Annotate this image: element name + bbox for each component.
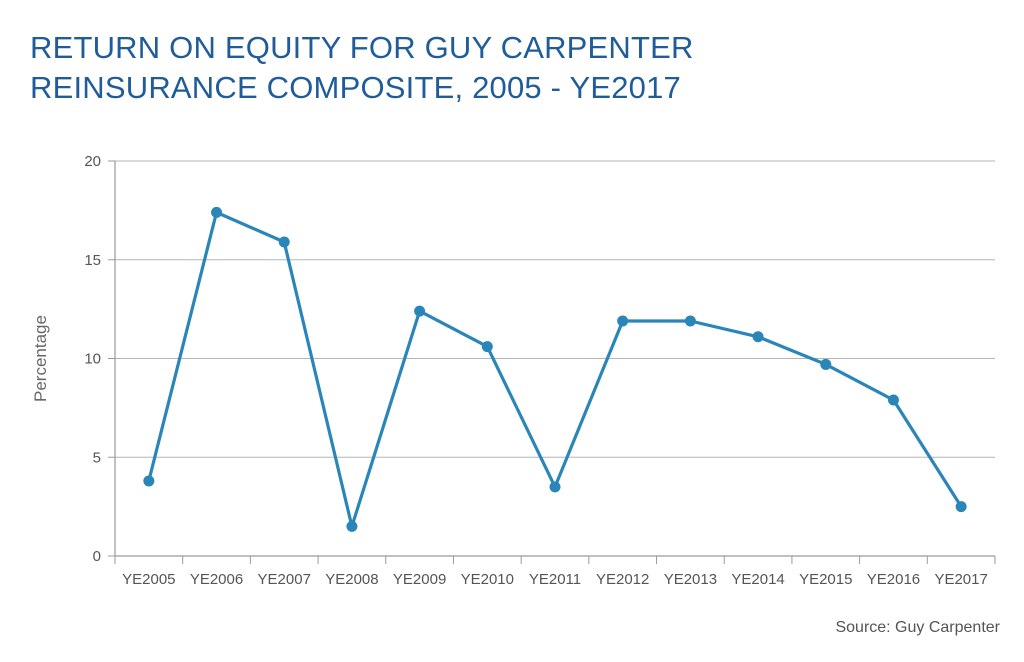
data-point-ye2005 <box>143 475 155 487</box>
data-point-ye2007 <box>278 236 290 248</box>
chart-title-line-2: REINSURANCE COMPOSITE, 2005 - YE2017 <box>30 70 681 105</box>
x-tick-label-ye2017: YE2017 <box>934 571 987 588</box>
x-tick-label-ye2011: YE2011 <box>529 571 581 588</box>
x-tick-label-ye2016: YE2016 <box>867 571 920 588</box>
chart-title: RETURN ON EQUITY FOR GUY CARPENTER REINS… <box>30 28 694 108</box>
y-tick-label-15: 15 <box>84 252 101 269</box>
x-tick-label-ye2007: YE2007 <box>258 571 311 588</box>
data-point-ye2013 <box>684 315 696 327</box>
data-point-ye2014 <box>752 331 764 343</box>
data-point-ye2015 <box>820 358 832 370</box>
series-roe <box>143 206 967 532</box>
data-point-ye2011 <box>549 481 561 493</box>
axes <box>108 160 996 564</box>
x-tick-label-ye2008: YE2008 <box>325 571 378 588</box>
x-tick-label-ye2013: YE2013 <box>664 571 717 588</box>
y-axis-label: Percentage <box>31 315 50 402</box>
data-point-ye2009 <box>414 305 426 317</box>
x-tick-label-ye2006: YE2006 <box>190 571 243 588</box>
x-tick-label-ye2009: YE2009 <box>393 571 446 588</box>
data-point-ye2008 <box>346 520 358 532</box>
source-note: Source: Guy Carpenter <box>835 619 1000 636</box>
data-point-ye2016 <box>887 394 899 406</box>
y-tick-label-0: 0 <box>93 548 101 565</box>
y-tick-labels: 0 5 10 15 20 <box>84 153 101 565</box>
data-point-ye2012 <box>617 315 629 327</box>
data-point-ye2010 <box>481 341 493 353</box>
y-tick-label-20: 20 <box>84 153 101 170</box>
chart-title-line-1: RETURN ON EQUITY FOR GUY CARPENTER <box>30 30 694 65</box>
data-point-ye2006 <box>211 206 223 218</box>
x-tick-label-ye2015: YE2015 <box>799 571 852 588</box>
x-tick-label-ye2005: YE2005 <box>122 571 175 588</box>
x-tick-label-ye2010: YE2010 <box>461 571 514 588</box>
y-tick-label-10: 10 <box>84 351 101 368</box>
x-tick-labels: YE2005 YE2006 YE2007 YE2008 YE2009 YE2010 YE20… <box>122 571 988 588</box>
data-point-ye2017 <box>955 501 967 513</box>
x-tick-label-ye2012: YE2012 <box>596 571 649 588</box>
y-tick-label-5: 5 <box>93 449 101 466</box>
x-tick-label-ye2014: YE2014 <box>731 571 784 588</box>
grid-lines <box>115 160 995 458</box>
